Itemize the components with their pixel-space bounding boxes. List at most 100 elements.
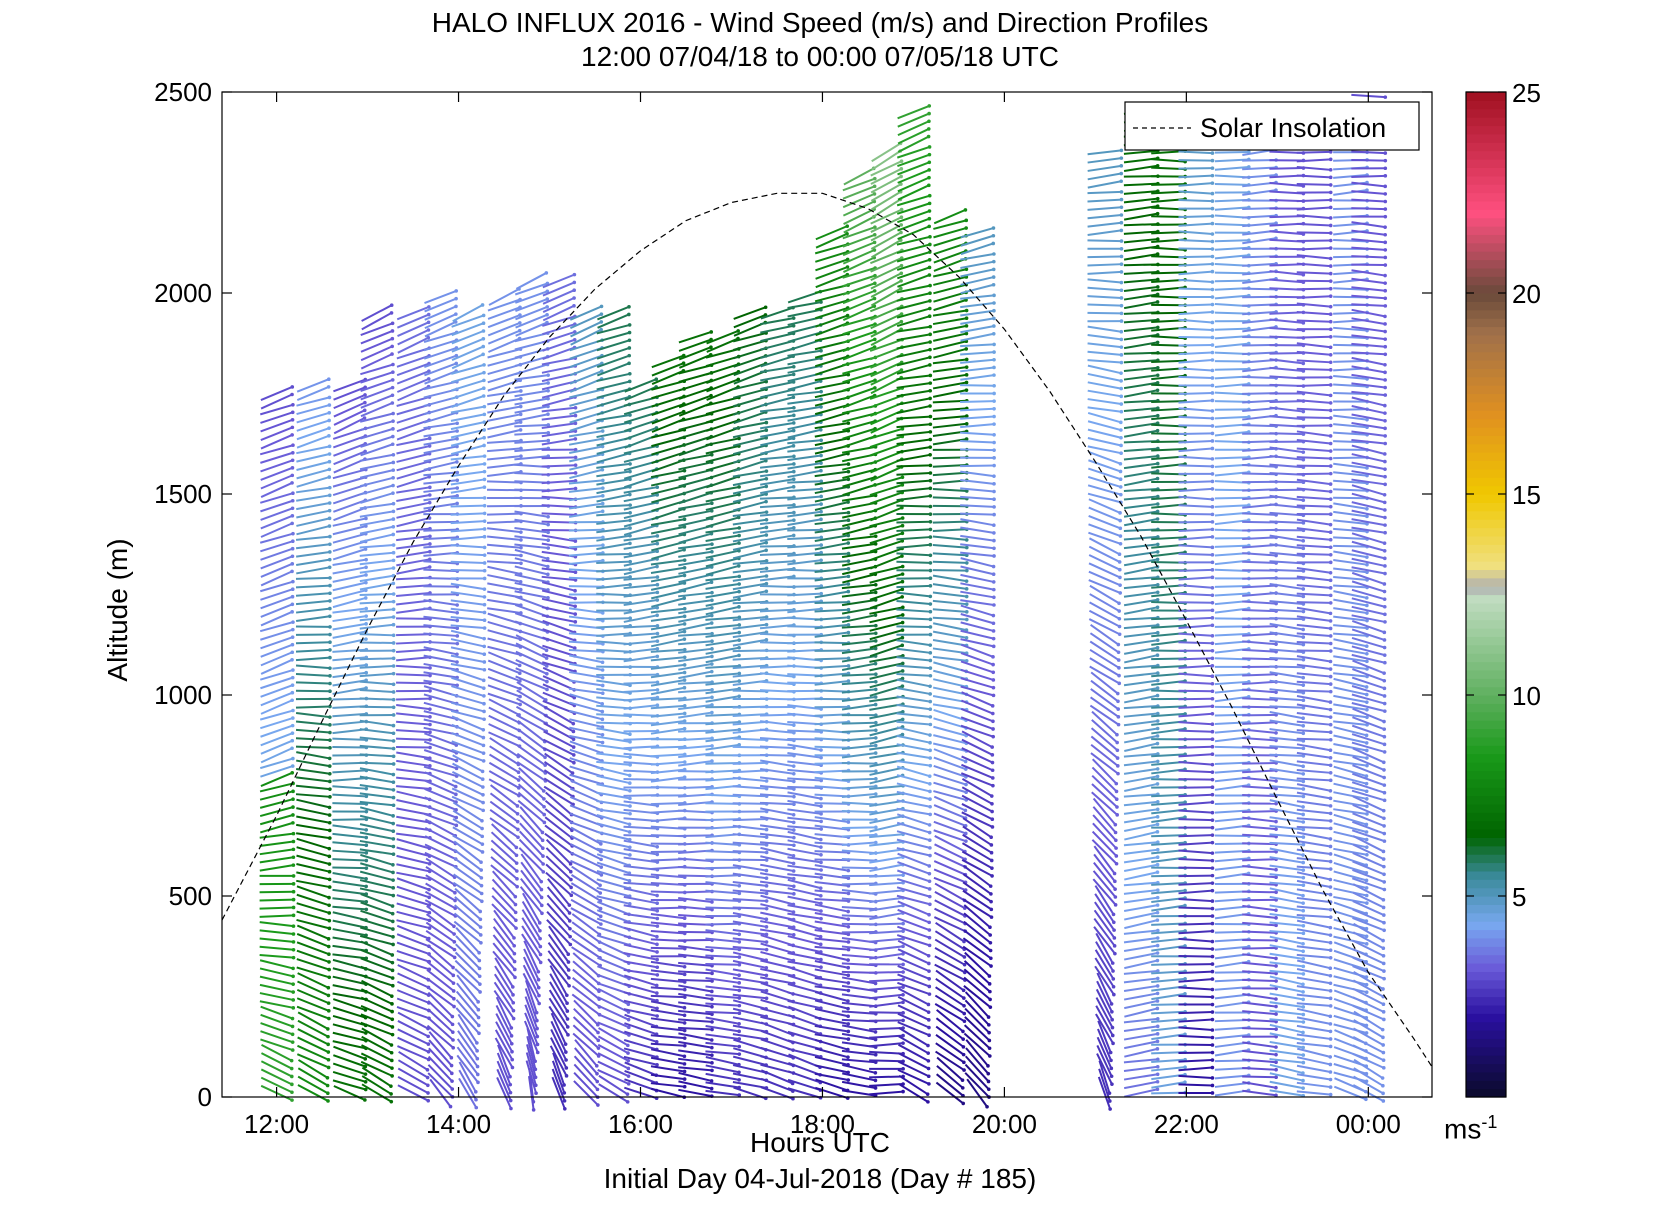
wind-arrow-head <box>389 1099 394 1104</box>
wind-arrow-head <box>763 305 768 310</box>
wind-arrow <box>678 581 712 592</box>
wind-arrow <box>896 430 931 437</box>
wind-arrow-head <box>818 942 823 947</box>
wind-arrow <box>451 337 484 353</box>
wind-arrow-head <box>873 743 878 748</box>
wind-arrow <box>332 737 367 741</box>
wind-arrow <box>458 1069 477 1101</box>
wind-arrow-head <box>599 369 604 373</box>
wind-arrow <box>896 146 930 159</box>
wind-arrow <box>424 787 457 804</box>
wind-arrow <box>450 520 485 525</box>
wind-arrow-head <box>482 496 487 500</box>
wind-arrow-head <box>508 1074 512 1079</box>
wind-arrow-head <box>390 1066 394 1070</box>
wind-arrow-head <box>290 675 295 680</box>
wind-arrow <box>623 696 658 702</box>
wind-arrow-head <box>988 997 992 1002</box>
wind-arrow <box>896 664 931 670</box>
wind-arrow-head <box>572 760 576 765</box>
wind-arrow <box>259 444 294 456</box>
wind-arrow-head <box>627 353 632 358</box>
wind-arrow <box>541 430 576 438</box>
wind-arrow-head <box>873 582 878 587</box>
wind-arrow-head <box>874 679 878 684</box>
wind-arrow-head <box>455 618 460 623</box>
wind-arrow <box>869 792 904 799</box>
wind-arrow <box>489 800 519 823</box>
wind-arrow-head <box>391 919 395 924</box>
wind-arrow-head <box>391 878 395 882</box>
wind-arrow <box>296 767 330 775</box>
wind-arrow-head <box>515 869 519 873</box>
wind-arrow <box>487 535 522 541</box>
wind-arrow <box>732 1024 767 1033</box>
wind-arrow <box>841 826 876 829</box>
wind-arrow-head <box>928 242 932 247</box>
wind-arrow-head <box>987 1023 991 1027</box>
wind-arrow-head <box>290 764 295 768</box>
wind-arrow <box>297 1011 329 1030</box>
wind-arrow <box>869 435 903 448</box>
wind-arrow <box>787 960 822 969</box>
wind-arrow <box>493 909 515 939</box>
wind-arrow <box>332 468 367 480</box>
wind-arrow <box>871 142 902 163</box>
wind-arrow-head <box>992 407 996 411</box>
wind-arrow-head <box>764 469 769 473</box>
wind-arrow <box>451 748 485 762</box>
wind-arrow-head <box>519 538 523 542</box>
wind-arrow <box>423 607 458 614</box>
wind-arrow-head <box>991 662 995 667</box>
wind-arrow <box>869 450 903 465</box>
wind-arrow-head <box>628 518 632 523</box>
wind-arrow <box>787 839 822 849</box>
wind-arrow-head <box>596 1103 600 1107</box>
wind-arrow <box>842 476 876 488</box>
wind-arrow-head <box>482 686 486 690</box>
wind-arrow <box>332 841 367 847</box>
wind-arrow <box>296 854 330 865</box>
wind-arrow-head <box>327 926 332 931</box>
wind-arrow <box>360 420 394 432</box>
wind-arrow <box>787 943 822 953</box>
wind-arrow <box>842 379 876 392</box>
wind-arrow-head <box>928 381 933 385</box>
wind-arrow-head <box>572 288 576 293</box>
wind-arrow <box>896 504 931 508</box>
wind-arrow <box>359 792 394 799</box>
wind-arrow-head <box>291 905 296 910</box>
wind-arrow <box>296 924 330 940</box>
wind-arrow <box>650 727 685 735</box>
wind-arrow-head <box>928 535 933 539</box>
wind-arrow-head <box>992 587 996 592</box>
wind-arrow-head <box>291 402 295 407</box>
wind-arrow <box>650 697 685 701</box>
wind-arrow <box>842 1072 876 1082</box>
wind-arrow <box>522 892 541 924</box>
wind-arrow-head <box>599 304 604 309</box>
wind-arrow <box>960 621 994 632</box>
wind-arrow-head <box>819 965 823 970</box>
wind-arrow <box>295 705 331 709</box>
wind-arrow <box>260 1052 293 1070</box>
wind-arrow-head <box>987 1038 992 1043</box>
wind-arrow <box>332 1079 367 1091</box>
wind-arrow-head <box>792 723 796 727</box>
wind-arrow-head <box>628 616 632 621</box>
wind-arrow <box>487 607 522 614</box>
wind-arrow-head <box>426 1083 430 1088</box>
wind-arrow <box>360 353 393 370</box>
wind-arrow <box>841 777 876 782</box>
wind-arrow <box>787 559 822 566</box>
wind-arrow <box>705 623 740 630</box>
wind-arrow-head <box>991 331 996 336</box>
wind-arrow <box>732 664 767 670</box>
wind-arrow <box>623 640 658 646</box>
wind-arrow <box>678 379 712 392</box>
wind-arrow-head <box>519 553 523 558</box>
wind-arrow <box>760 478 794 486</box>
wind-arrow <box>651 436 685 448</box>
wind-arrow-head <box>928 617 933 622</box>
wind-arrow <box>514 455 549 461</box>
